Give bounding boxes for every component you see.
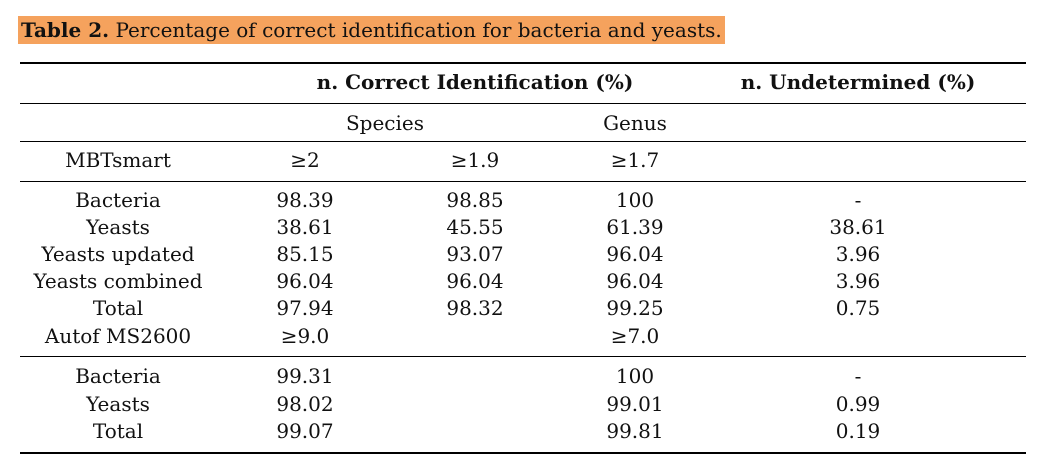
cell-genus: 99.01 [606,392,664,416]
threshold-genus: ≥1.7 [610,148,660,172]
cell-genus: 96.04 [606,242,664,266]
header-correct-identification: n. Correct Identification (%) [316,70,634,94]
threshold-species-1: ≥2 [290,148,320,172]
row-label: Bacteria [75,364,161,388]
cell-undetermined: 3.96 [835,242,881,266]
cell-genus: 96.04 [606,269,664,293]
row-label: Yeasts updated [41,242,195,266]
cell-species-1: 96.04 [276,269,334,293]
cell-undetermined: 0.75 [835,296,881,320]
section-rule [20,181,1026,182]
cell-species-1: 99.31 [276,364,334,388]
section-name-autof-ms2600: Autof MS2600 [44,324,192,348]
header-species: Species [345,111,425,135]
cell-species-1: 98.39 [276,188,334,212]
row-label: Bacteria [75,188,161,212]
cell-undetermined: 3.96 [835,269,881,293]
threshold-species-2: ≥1.9 [450,148,500,172]
cell-undetermined: 0.19 [835,419,881,443]
cell-undetermined: 38.61 [829,215,887,239]
header-rule [20,103,1026,104]
cell-species-1: 99.07 [276,419,334,443]
section-name-mbtsmart: MBTsmart [65,148,171,172]
bottom-rule [20,452,1026,454]
cell-genus: 100 [615,188,655,212]
cell-species-1: 97.94 [276,296,334,320]
section-rule [20,356,1026,357]
cell-species-1: 38.61 [276,215,334,239]
row-label: Yeasts [86,392,150,416]
row-label: Yeasts combined [33,269,203,293]
cell-species-2: 98.32 [446,296,504,320]
cell-species-2: 45.55 [446,215,504,239]
cell-species-2: 96.04 [446,269,504,293]
cell-species-1: 85.15 [276,242,334,266]
cell-genus: 99.81 [606,419,664,443]
caption-label: Table 2. [21,18,110,42]
cell-undetermined: - [854,364,862,388]
cell-undetermined: - [854,188,862,212]
cell-genus: 99.25 [606,296,664,320]
row-label: Yeasts [86,215,150,239]
cell-species-2: 98.85 [446,188,504,212]
subheader-rule [20,141,1026,142]
header-genus: Genus [603,111,667,135]
cell-genus: 100 [615,364,655,388]
threshold-genus: ≥7.0 [610,324,660,348]
threshold-species-1: ≥9.0 [280,324,330,348]
table-caption: Table 2. Percentage of correct identific… [18,16,725,44]
top-rule [20,62,1026,64]
cell-species-1: 98.02 [276,392,334,416]
caption-text: Percentage of correct identification for… [115,18,722,42]
row-label: Total [92,419,144,443]
cell-genus: 61.39 [606,215,664,239]
cell-undetermined: 0.99 [835,392,881,416]
row-label: Total [92,296,144,320]
header-undetermined: n. Undetermined (%) [740,70,976,94]
cell-species-2: 93.07 [446,242,504,266]
